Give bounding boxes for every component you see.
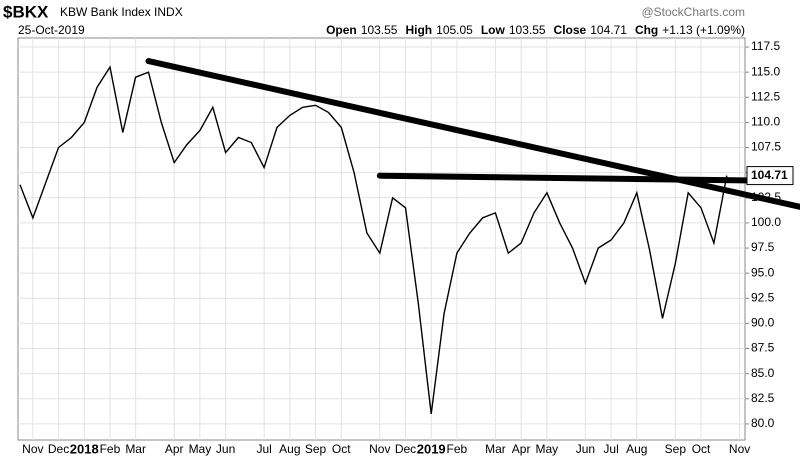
ohlc-label: Chg — [635, 23, 658, 37]
date: 25-Oct-2019 — [18, 23, 85, 37]
price-line — [19, 65, 728, 414]
x-tick-label: Jul — [603, 442, 618, 456]
y-tick-label: 112.5 — [751, 89, 780, 103]
y-tick-label: 110.0 — [751, 115, 780, 129]
x-tick-label: Nov — [729, 442, 750, 456]
y-tick-label: 92.5 — [751, 290, 775, 304]
x-tick-label: Sep — [305, 442, 327, 456]
y-tick-label: 100.0 — [751, 215, 781, 229]
index-name: KBW Bank Index INDX — [60, 5, 183, 19]
y-tick-label: 95.0 — [751, 265, 775, 279]
x-tick-label: Feb — [447, 442, 468, 456]
x-tick-label: Nov — [369, 442, 390, 456]
x-tick-label: Jun — [576, 442, 595, 456]
y-tick-label: 115.0 — [751, 64, 780, 78]
plot — [18, 38, 745, 440]
y-tick-label: 97.5 — [751, 240, 775, 254]
trendline — [376, 172, 769, 184]
x-tick-label: Dec — [395, 442, 416, 456]
y-tick-label: 107.5 — [751, 140, 781, 154]
plot-frame — [17, 37, 746, 441]
y-tick-label: 87.5 — [751, 341, 775, 355]
x-tick-label: Oct — [332, 442, 351, 456]
x-tick-label: Jul — [256, 442, 271, 456]
x-tick-label: Jun — [216, 442, 235, 456]
x-tick-label: Mar — [125, 442, 146, 456]
ohlc-label: High — [405, 23, 432, 37]
ohlc-value: 103.55 — [361, 23, 398, 37]
x-tick-label: 2018 — [70, 441, 99, 456]
y-tick-label: 85.0 — [751, 366, 775, 380]
y-tick-label: 90.0 — [751, 316, 775, 330]
x-tick-label: Aug — [279, 442, 300, 456]
ohlc-label: Open — [326, 23, 357, 37]
ohlc-value: 103.55 — [509, 23, 546, 37]
symbol: $BKX — [3, 2, 49, 21]
ohlc-value: 105.05 — [436, 23, 473, 37]
ohlc-label: Low — [481, 23, 506, 37]
x-tick-label: Apr — [512, 442, 531, 456]
x-tick-label: Sep — [665, 442, 687, 456]
x-tick-label: Feb — [100, 442, 121, 456]
x-tick-label: Mar — [485, 442, 506, 456]
x-tick-label: Dec — [48, 442, 69, 456]
ohlc-value: +1.13 (+1.09%) — [662, 23, 745, 37]
x-tick-label: May — [189, 442, 212, 456]
y-tick-label: 82.5 — [751, 391, 775, 405]
y-tick-label: 117.5 — [751, 39, 780, 53]
ohlc-label: Close — [554, 23, 587, 37]
source: @StockCharts.com — [641, 5, 745, 19]
x-tick-label: Apr — [165, 442, 184, 456]
x-tick-label: Oct — [692, 442, 711, 456]
last-price-box — [746, 166, 794, 186]
x-tick-label: Nov — [22, 442, 43, 456]
ohlc-summary: Open 103.55 High 105.05 Low 103.55 Close 104.71… — [326, 23, 745, 37]
x-tick-label: 2019 — [417, 441, 446, 456]
y-tick-label: 80.0 — [751, 416, 775, 430]
last-price-label: 104.71 — [751, 168, 788, 182]
ohlc-value: 104.71 — [590, 23, 627, 37]
x-tick-label: Aug — [626, 442, 647, 456]
x-tick-label: May — [536, 442, 559, 456]
